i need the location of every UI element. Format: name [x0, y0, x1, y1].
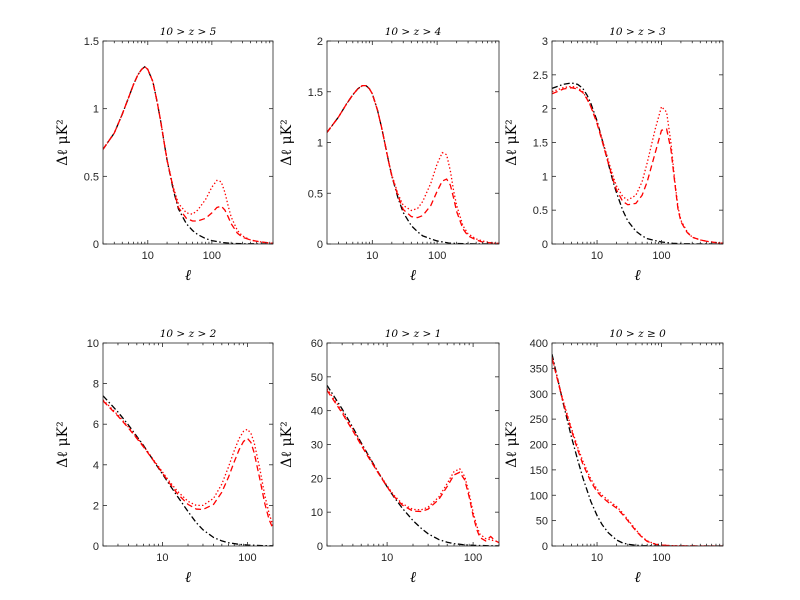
- x-tick-label: 100: [238, 552, 256, 564]
- series-line-dotted: [552, 85, 723, 244]
- y-axis-label: Δℓ μK²: [279, 421, 295, 467]
- y-tick-label: 0: [542, 239, 548, 251]
- y-tick-label: 6: [93, 419, 99, 431]
- series-line-dashed: [103, 400, 273, 530]
- x-tick-label: 100: [652, 250, 670, 262]
- y-tick-label: 2: [542, 104, 548, 116]
- series-line-dashdot: [327, 384, 499, 546]
- panel-title: 10 > z ≥ 0: [609, 328, 666, 340]
- panel-title: 10 > z > 2: [160, 328, 217, 340]
- series-line-dashed: [552, 87, 723, 244]
- y-tick-label: 350: [530, 363, 548, 375]
- chart-panel-1: 10 100 0 0.5 1 1.5 10 > z > 5 ℓ Δℓ μK²: [55, 26, 274, 284]
- y-tick-label: 300: [530, 389, 548, 401]
- series-line-dashed: [327, 85, 499, 244]
- y-tick-label: 8: [93, 379, 99, 391]
- x-tick-label: 10: [591, 250, 603, 262]
- y-tick-label: 0.5: [308, 188, 323, 200]
- axes-frame: [102, 342, 274, 547]
- chart-panel-6: 10 100 0 50 100 150 200 250 300 350 400 10 > z ≥ 0 ℓ…: [504, 328, 724, 586]
- y-tick-label: 0: [93, 541, 99, 553]
- axes-frame: [551, 40, 724, 245]
- y-tick-label: 10: [87, 338, 99, 350]
- x-axis-label: ℓ: [410, 266, 416, 284]
- panel-title: 10 > z > 5: [160, 26, 217, 38]
- x-axis-label: ℓ: [410, 568, 416, 586]
- y-tick-label: 1: [93, 104, 99, 116]
- x-axis-label: ℓ: [185, 266, 191, 284]
- y-tick-label: 200: [530, 440, 548, 452]
- panel-title: 10 > z > 4: [385, 26, 442, 38]
- axes-frame: [551, 342, 724, 547]
- x-tick-label: 10: [366, 250, 378, 262]
- y-tick-label: 2: [317, 36, 323, 48]
- x-tick-label: 100: [428, 250, 446, 262]
- x-tick-label: 10: [591, 552, 603, 564]
- series-line-dotted: [327, 85, 499, 244]
- series-line-dashdot: [103, 395, 273, 546]
- x-axis-label: ℓ: [634, 568, 640, 586]
- axes-frame: [326, 40, 500, 245]
- chart-panel-4: 10 100 0 2 4 6 8 10 10 > z > 2 ℓ Δℓ μK²: [55, 328, 274, 586]
- y-tick-label: 400: [530, 338, 548, 350]
- series-line-dashdot: [552, 82, 723, 244]
- x-tick-label: 10: [142, 250, 154, 262]
- series-line-dashed: [552, 358, 723, 546]
- x-axis-label: ℓ: [634, 266, 640, 284]
- y-tick-label: 0: [317, 541, 323, 553]
- series-line-dashed: [103, 65, 273, 244]
- y-tick-label: 1.5: [84, 36, 99, 48]
- series-line-dashdot: [103, 65, 273, 244]
- y-tick-label: 0: [542, 541, 548, 553]
- y-tick-label: 0.5: [533, 205, 548, 217]
- x-tick-label: 10: [156, 552, 168, 564]
- x-axis-label: ℓ: [185, 568, 191, 586]
- y-tick-label: 2: [93, 500, 99, 512]
- series-line-dashed: [327, 390, 499, 544]
- y-axis-label: Δℓ μK²: [279, 119, 295, 165]
- chart-panel-5: 10 100 0 10 20 30 40 50 60 10 > z > 1 ℓ Δℓ μK²: [279, 328, 500, 586]
- panel-title: 10 > z > 1: [385, 328, 442, 340]
- x-tick-label: 10: [381, 552, 393, 564]
- y-tick-label: 100: [530, 490, 548, 502]
- y-tick-label: 1: [317, 138, 323, 150]
- y-tick-label: 1.5: [533, 138, 548, 150]
- y-tick-label: 250: [530, 414, 548, 426]
- x-tick-label: 100: [464, 552, 482, 564]
- x-tick-label: 100: [652, 552, 670, 564]
- series-line-dotted: [552, 357, 723, 546]
- y-tick-label: 150: [530, 465, 548, 477]
- y-tick-label: 50: [311, 372, 323, 384]
- panel-title: 10 > z > 3: [609, 26, 666, 38]
- y-tick-label: 0: [93, 239, 99, 251]
- chart-panel-2: 10 100 0 0.5 1 1.5 2 10 > z > 4 ℓ Δℓ μK²: [279, 26, 500, 284]
- x-tick-label: 100: [203, 250, 221, 262]
- y-tick-label: 40: [311, 406, 323, 418]
- y-tick-label: 0.5: [84, 171, 99, 183]
- y-tick-label: 20: [311, 473, 323, 485]
- y-tick-label: 1: [542, 171, 548, 183]
- y-tick-label: 4: [93, 460, 99, 472]
- y-tick-label: 60: [311, 338, 323, 350]
- series-line-dotted: [103, 65, 273, 244]
- chart-panel-3: 10 100 0 0.5 1 1.5 2 2.5 3 10 > z > 3 ℓ Δℓ μK²: [504, 26, 724, 284]
- series-line-dotted: [327, 388, 499, 543]
- y-tick-label: 30: [311, 440, 323, 452]
- y-axis-label: Δℓ μK²: [504, 119, 520, 165]
- series-line-dashdot: [327, 85, 499, 244]
- y-axis-label: Δℓ μK²: [55, 119, 71, 165]
- y-axis-label: Δℓ μK²: [504, 421, 520, 467]
- y-tick-label: 10: [311, 507, 323, 519]
- y-tick-label: 3: [542, 36, 548, 48]
- y-tick-label: 50: [536, 516, 548, 528]
- y-tick-label: 2.5: [533, 70, 548, 82]
- axes-frame: [102, 40, 274, 245]
- y-tick-label: 1.5: [308, 87, 323, 99]
- series-line-dotted: [103, 399, 273, 526]
- y-tick-label: 0: [317, 239, 323, 251]
- y-axis-label: Δℓ μK²: [55, 421, 71, 467]
- series-line-dashdot: [552, 354, 723, 546]
